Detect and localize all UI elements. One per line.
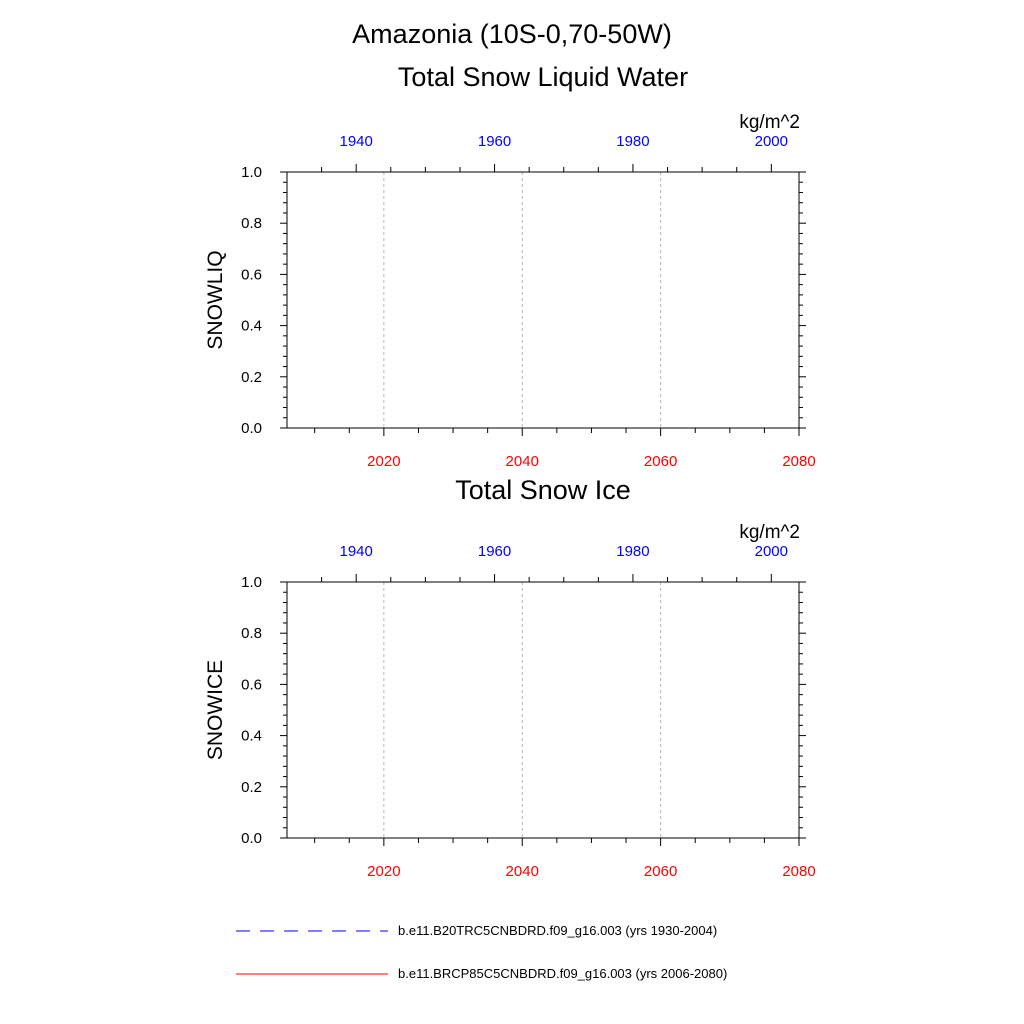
y-axis-label: SNOWLIQ bbox=[204, 250, 227, 349]
y-tick-label: 0.8 bbox=[241, 215, 262, 232]
legend-label-2: b.e11.BRCP85C5CNBDRD.f09_g16.003 (yrs 20… bbox=[398, 966, 727, 981]
x-tick-label-bottom: 2020 bbox=[367, 453, 400, 470]
panel-title: Total Snow Ice bbox=[455, 475, 631, 505]
y-tick-label: 0.2 bbox=[241, 779, 262, 796]
y-tick-label: 0.8 bbox=[241, 625, 262, 642]
plot-frame bbox=[286, 581, 800, 839]
x-tick-label-top: 2000 bbox=[755, 543, 788, 560]
y-tick-label: 0.0 bbox=[241, 830, 262, 847]
x-tick-label-top: 1940 bbox=[340, 543, 373, 560]
x-tick-label-top: 2000 bbox=[755, 133, 788, 150]
legend-item-1: b.e11.B20TRC5CNBDRD.f09_g16.003 (yrs 193… bbox=[236, 923, 717, 938]
plot-frame bbox=[286, 171, 800, 429]
x-tick-label-top: 1960 bbox=[478, 543, 511, 560]
panel-snowliq: Total Snow Liquid Water kg/m^2 SNOWLIQ 0.0 0… bbox=[204, 62, 816, 470]
x-tick-label-bottom: 2080 bbox=[782, 453, 815, 470]
x-tick-label-top: 1980 bbox=[616, 543, 649, 560]
x-tick-label-bottom: 2060 bbox=[644, 863, 677, 880]
y-tick-label: 0.4 bbox=[241, 728, 262, 745]
y-tick-label: 0.2 bbox=[241, 369, 262, 386]
x-tick-label-top: 1940 bbox=[340, 133, 373, 150]
panel-snowice: Total Snow Ice kg/m^2 SNOWICE 0.0 0.2 0.4 0.6 0… bbox=[204, 475, 816, 880]
x-tick-label-bottom: 2060 bbox=[644, 453, 677, 470]
x-tick-label-bottom: 2020 bbox=[367, 863, 400, 880]
y-tick-label: 0.6 bbox=[241, 676, 262, 693]
legend: b.e11.B20TRC5CNBDRD.f09_g16.003 (yrs 193… bbox=[236, 923, 727, 981]
units-label: kg/m^2 bbox=[739, 112, 800, 133]
y-tick-label: 0.4 bbox=[241, 318, 262, 335]
x-tick-label-bottom: 2040 bbox=[506, 863, 539, 880]
panel-title: Total Snow Liquid Water bbox=[398, 62, 688, 92]
x-tick-label-top: 1980 bbox=[616, 133, 649, 150]
legend-label-1: b.e11.B20TRC5CNBDRD.f09_g16.003 (yrs 193… bbox=[398, 923, 717, 938]
y-tick-label: 0.0 bbox=[241, 420, 262, 437]
x-tick-label-top: 1960 bbox=[478, 133, 511, 150]
figure-title: Amazonia (10S-0,70-50W) bbox=[352, 19, 672, 49]
legend-item-2: b.e11.BRCP85C5CNBDRD.f09_g16.003 (yrs 20… bbox=[236, 966, 727, 981]
units-label: kg/m^2 bbox=[739, 522, 800, 543]
x-tick-label-bottom: 2040 bbox=[506, 453, 539, 470]
y-tick-label: 0.6 bbox=[241, 266, 262, 283]
y-tick-label: 1.0 bbox=[241, 574, 262, 591]
y-axis-label: SNOWICE bbox=[204, 660, 227, 760]
x-tick-label-bottom: 2080 bbox=[782, 863, 815, 880]
y-tick-label: 1.0 bbox=[241, 164, 262, 181]
